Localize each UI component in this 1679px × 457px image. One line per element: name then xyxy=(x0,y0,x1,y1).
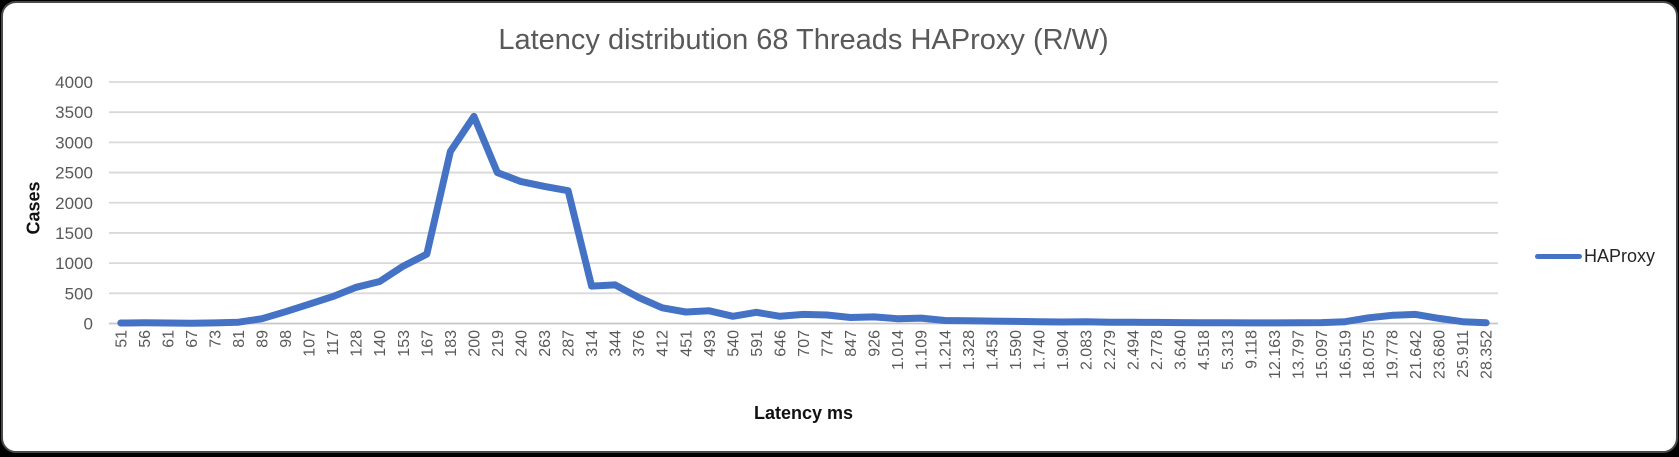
x-tick-label: 240 xyxy=(513,330,530,357)
x-tick-label: 16.519 xyxy=(1337,330,1354,379)
x-tick-label: 23.680 xyxy=(1432,330,1449,379)
x-tick-label: 314 xyxy=(584,330,601,357)
y-tick-label: 3500 xyxy=(55,103,93,122)
x-tick-label: 2.778 xyxy=(1149,330,1166,370)
x-tick-label: 847 xyxy=(843,330,860,357)
x-tick-label: 5.313 xyxy=(1220,330,1237,370)
x-tick-label: 167 xyxy=(419,330,436,357)
x-axis-title: Latency ms xyxy=(753,403,854,423)
x-tick-label: 51 xyxy=(113,330,130,348)
x-tick-label: 540 xyxy=(725,330,742,357)
legend-label: HAProxy xyxy=(1584,246,1656,266)
x-tick-label: 1.214 xyxy=(937,330,954,370)
y-tick-label: 2000 xyxy=(55,194,93,213)
x-tick-label: 21.642 xyxy=(1408,330,1425,379)
y-tick-label: 0 xyxy=(84,315,93,334)
x-tick-label: 73 xyxy=(207,330,224,348)
x-tick-label: 646 xyxy=(772,330,789,357)
x-tick-label: 67 xyxy=(184,330,201,348)
x-tick-label: 28.352 xyxy=(1479,330,1496,379)
x-tick-label: 98 xyxy=(278,330,295,348)
x-tick-label: 287 xyxy=(561,330,578,357)
x-tick-label: 1.904 xyxy=(1055,330,1072,370)
x-tick-label: 89 xyxy=(255,330,272,348)
x-tick-label: 2.279 xyxy=(1102,330,1119,370)
x-tick-label: 18.075 xyxy=(1361,330,1378,379)
x-tick-label: 219 xyxy=(490,330,507,357)
x-tick-label: 153 xyxy=(396,330,413,357)
x-tick-label: 117 xyxy=(325,330,342,356)
x-tick-label: 1.014 xyxy=(890,330,907,370)
x-tick-label: 774 xyxy=(820,330,837,357)
x-tick-label: 376 xyxy=(631,330,648,357)
legend: HAProxy xyxy=(1535,246,1655,267)
x-tick-label: 4.518 xyxy=(1196,330,1213,370)
x-tick-label: 3.640 xyxy=(1173,330,1190,370)
x-tick-label: 493 xyxy=(702,330,719,357)
y-tick-label: 1500 xyxy=(55,224,93,243)
x-tick-label: 451 xyxy=(678,330,695,357)
x-tick-label: 15.097 xyxy=(1314,330,1331,379)
x-tick-label: 140 xyxy=(372,330,389,357)
y-axis-title: Cases xyxy=(23,181,44,235)
x-tick-label: 25.911 xyxy=(1455,330,1472,378)
y-tick-label: 4000 xyxy=(55,73,93,92)
x-tick-label: 107 xyxy=(302,330,319,357)
x-tick-label: 61 xyxy=(160,330,177,348)
x-tick-label: 2.494 xyxy=(1126,330,1143,370)
x-tick-label: 1.109 xyxy=(914,330,931,370)
x-tick-label: 183 xyxy=(443,330,460,357)
x-tick-label: 1.740 xyxy=(1031,330,1048,370)
x-tick-label: 412 xyxy=(655,330,672,357)
x-tick-label: 926 xyxy=(867,330,884,357)
series-line-haproxy xyxy=(117,112,1490,327)
x-tick-label: 1.453 xyxy=(984,330,1001,370)
chart-title: Latency distribution 68 Threads HAProxy … xyxy=(498,24,1109,56)
x-tick-label: 591 xyxy=(749,330,766,357)
x-tick-label: 1.328 xyxy=(961,330,978,370)
x-tick-label: 12.163 xyxy=(1267,330,1284,379)
x-tick-label: 2.083 xyxy=(1079,330,1096,370)
x-tick-label: 128 xyxy=(349,330,366,357)
x-tick-label: 9.118 xyxy=(1243,330,1260,369)
x-tick-label: 56 xyxy=(137,330,154,348)
x-tick-label: 19.778 xyxy=(1385,330,1402,379)
y-tick-label: 1000 xyxy=(55,254,93,273)
x-tick-label: 81 xyxy=(231,330,248,348)
x-tick-label: 1.590 xyxy=(1008,330,1025,370)
y-tick-label: 500 xyxy=(65,284,93,303)
x-tick-label: 200 xyxy=(466,330,483,357)
legend-line-swatch xyxy=(1535,254,1582,259)
x-tick-label: 707 xyxy=(796,330,813,357)
x-tick-label: 263 xyxy=(537,330,554,357)
x-tick-label: 13.797 xyxy=(1290,330,1307,379)
x-tick-label: 344 xyxy=(608,330,625,357)
y-tick-label: 2500 xyxy=(55,164,93,183)
chart-canvas: 0 500 1000 1500 2000 2500 3000 3500 4000 51 56 61 67… xyxy=(55,73,1498,379)
y-tick-label: 3000 xyxy=(55,133,93,152)
